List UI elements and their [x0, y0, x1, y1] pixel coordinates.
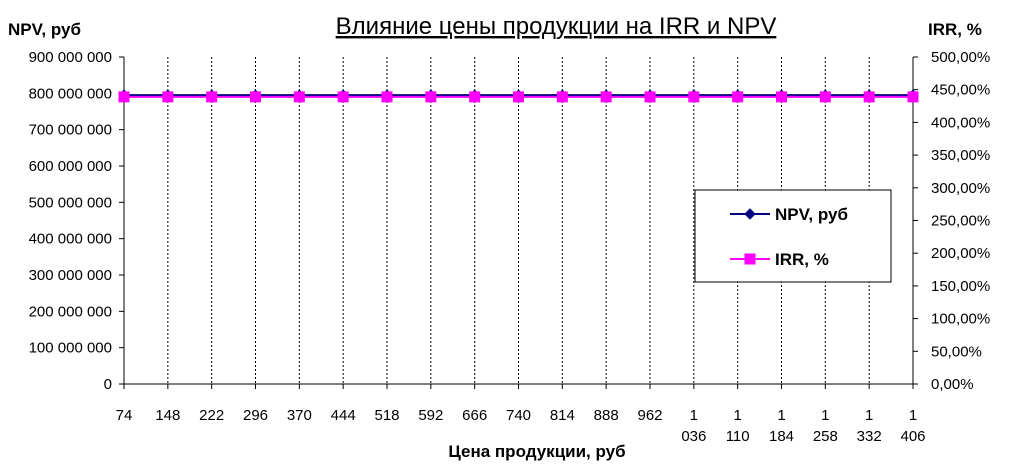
x-tick-label: 148	[155, 407, 180, 424]
irr-data-point	[118, 91, 130, 103]
legend-irr-marker	[744, 253, 756, 265]
irr-data-point	[907, 91, 919, 103]
irr-data-point	[513, 91, 524, 103]
y-right-tick-label: 300,00%	[931, 180, 990, 197]
irr-data-point	[688, 91, 700, 103]
irr-data-point	[556, 91, 568, 103]
y-left-tick-label: 500 000 000	[29, 194, 112, 211]
x-axis-label: Цена продукции, руб	[448, 442, 625, 461]
y-left-tick-label: 800 000 000	[29, 85, 112, 102]
x-tick-label: 444	[331, 407, 356, 424]
irr-data-point	[250, 91, 261, 103]
x-tick-label: 1 036	[681, 407, 706, 445]
y-right-tick-label: 50,00%	[931, 343, 982, 360]
y-left-tick-label: 200 000 000	[29, 303, 112, 320]
x-tick-label: 1 406	[900, 407, 925, 445]
irr-data-point	[644, 91, 656, 103]
x-tick-label: 666	[462, 407, 487, 424]
legend: NPV, руб IRR, %	[694, 189, 892, 283]
irr-data-point	[469, 91, 481, 103]
y-left-axis-label: NPV, руб	[8, 20, 81, 39]
irr-data-point	[819, 91, 831, 103]
x-tick-label: 296	[243, 407, 268, 424]
y-left-tick-label: 0	[104, 376, 112, 393]
x-tick-label: 740	[506, 407, 531, 424]
y-right-tick-label: 150,00%	[931, 278, 990, 295]
y-left-tick-label: 700 000 000	[29, 122, 112, 139]
x-tick-label: 592	[418, 407, 443, 424]
y-left-tick-label: 300 000 000	[29, 267, 112, 284]
x-tick-label: 74	[116, 407, 133, 424]
y-right-tick-label: 200,00%	[931, 245, 990, 262]
y-right-axis-label: IRR, %	[928, 20, 982, 39]
chart-title: Влияние цены продукции на IRR и NPV	[336, 13, 777, 40]
y-right-tick-label: 100,00%	[931, 311, 990, 328]
y-left-tick-label: 100 000 000	[29, 340, 112, 357]
x-tick-label: 370	[287, 407, 312, 424]
x-tick-label: 1 184	[769, 407, 794, 445]
y-right-tick-label: 250,00%	[931, 213, 990, 230]
x-tick-label: 518	[374, 407, 399, 424]
irr-data-point	[776, 91, 787, 103]
irr-data-point	[337, 91, 349, 103]
irr-data-point	[293, 91, 305, 103]
irr-data-point	[162, 91, 174, 103]
x-tick-label: 1 258	[813, 407, 838, 445]
y-right-tick-label: 450,00%	[931, 82, 990, 99]
plot-area: 0 100 000 000 200 000 000 300 000 000 400 00…	[29, 49, 991, 445]
y-right-tick-label: 400,00%	[931, 114, 990, 131]
irr-data-point	[425, 91, 437, 103]
y-left-tick-label: 900 000 000	[29, 49, 112, 66]
x-tick-label: 1 110	[726, 407, 750, 445]
y-right-tick-label: 350,00%	[931, 147, 990, 164]
y-right-tick-label: 500,00%	[931, 49, 990, 66]
x-tick-label: 962	[637, 407, 662, 424]
legend-npv-label: NPV, руб	[775, 205, 848, 224]
y-right-tick-label: 0,00%	[931, 376, 974, 393]
irr-data-point	[732, 91, 744, 103]
x-tick-label: 888	[594, 407, 619, 424]
irr-data-point	[863, 91, 875, 103]
x-tick-label: 1 332	[857, 407, 882, 445]
y-left-tick-label: 400 000 000	[29, 231, 112, 248]
legend-irr-label: IRR, %	[775, 250, 829, 269]
y-left-tick-label: 600 000 000	[29, 158, 112, 175]
irr-data-point	[600, 91, 612, 103]
legend-box	[694, 189, 892, 283]
irr-data-point	[381, 91, 393, 103]
irr-data-point	[206, 91, 218, 103]
x-tick-label: 814	[550, 407, 575, 424]
legend-npv-marker	[744, 208, 756, 220]
x-tick-label: 222	[199, 407, 224, 424]
